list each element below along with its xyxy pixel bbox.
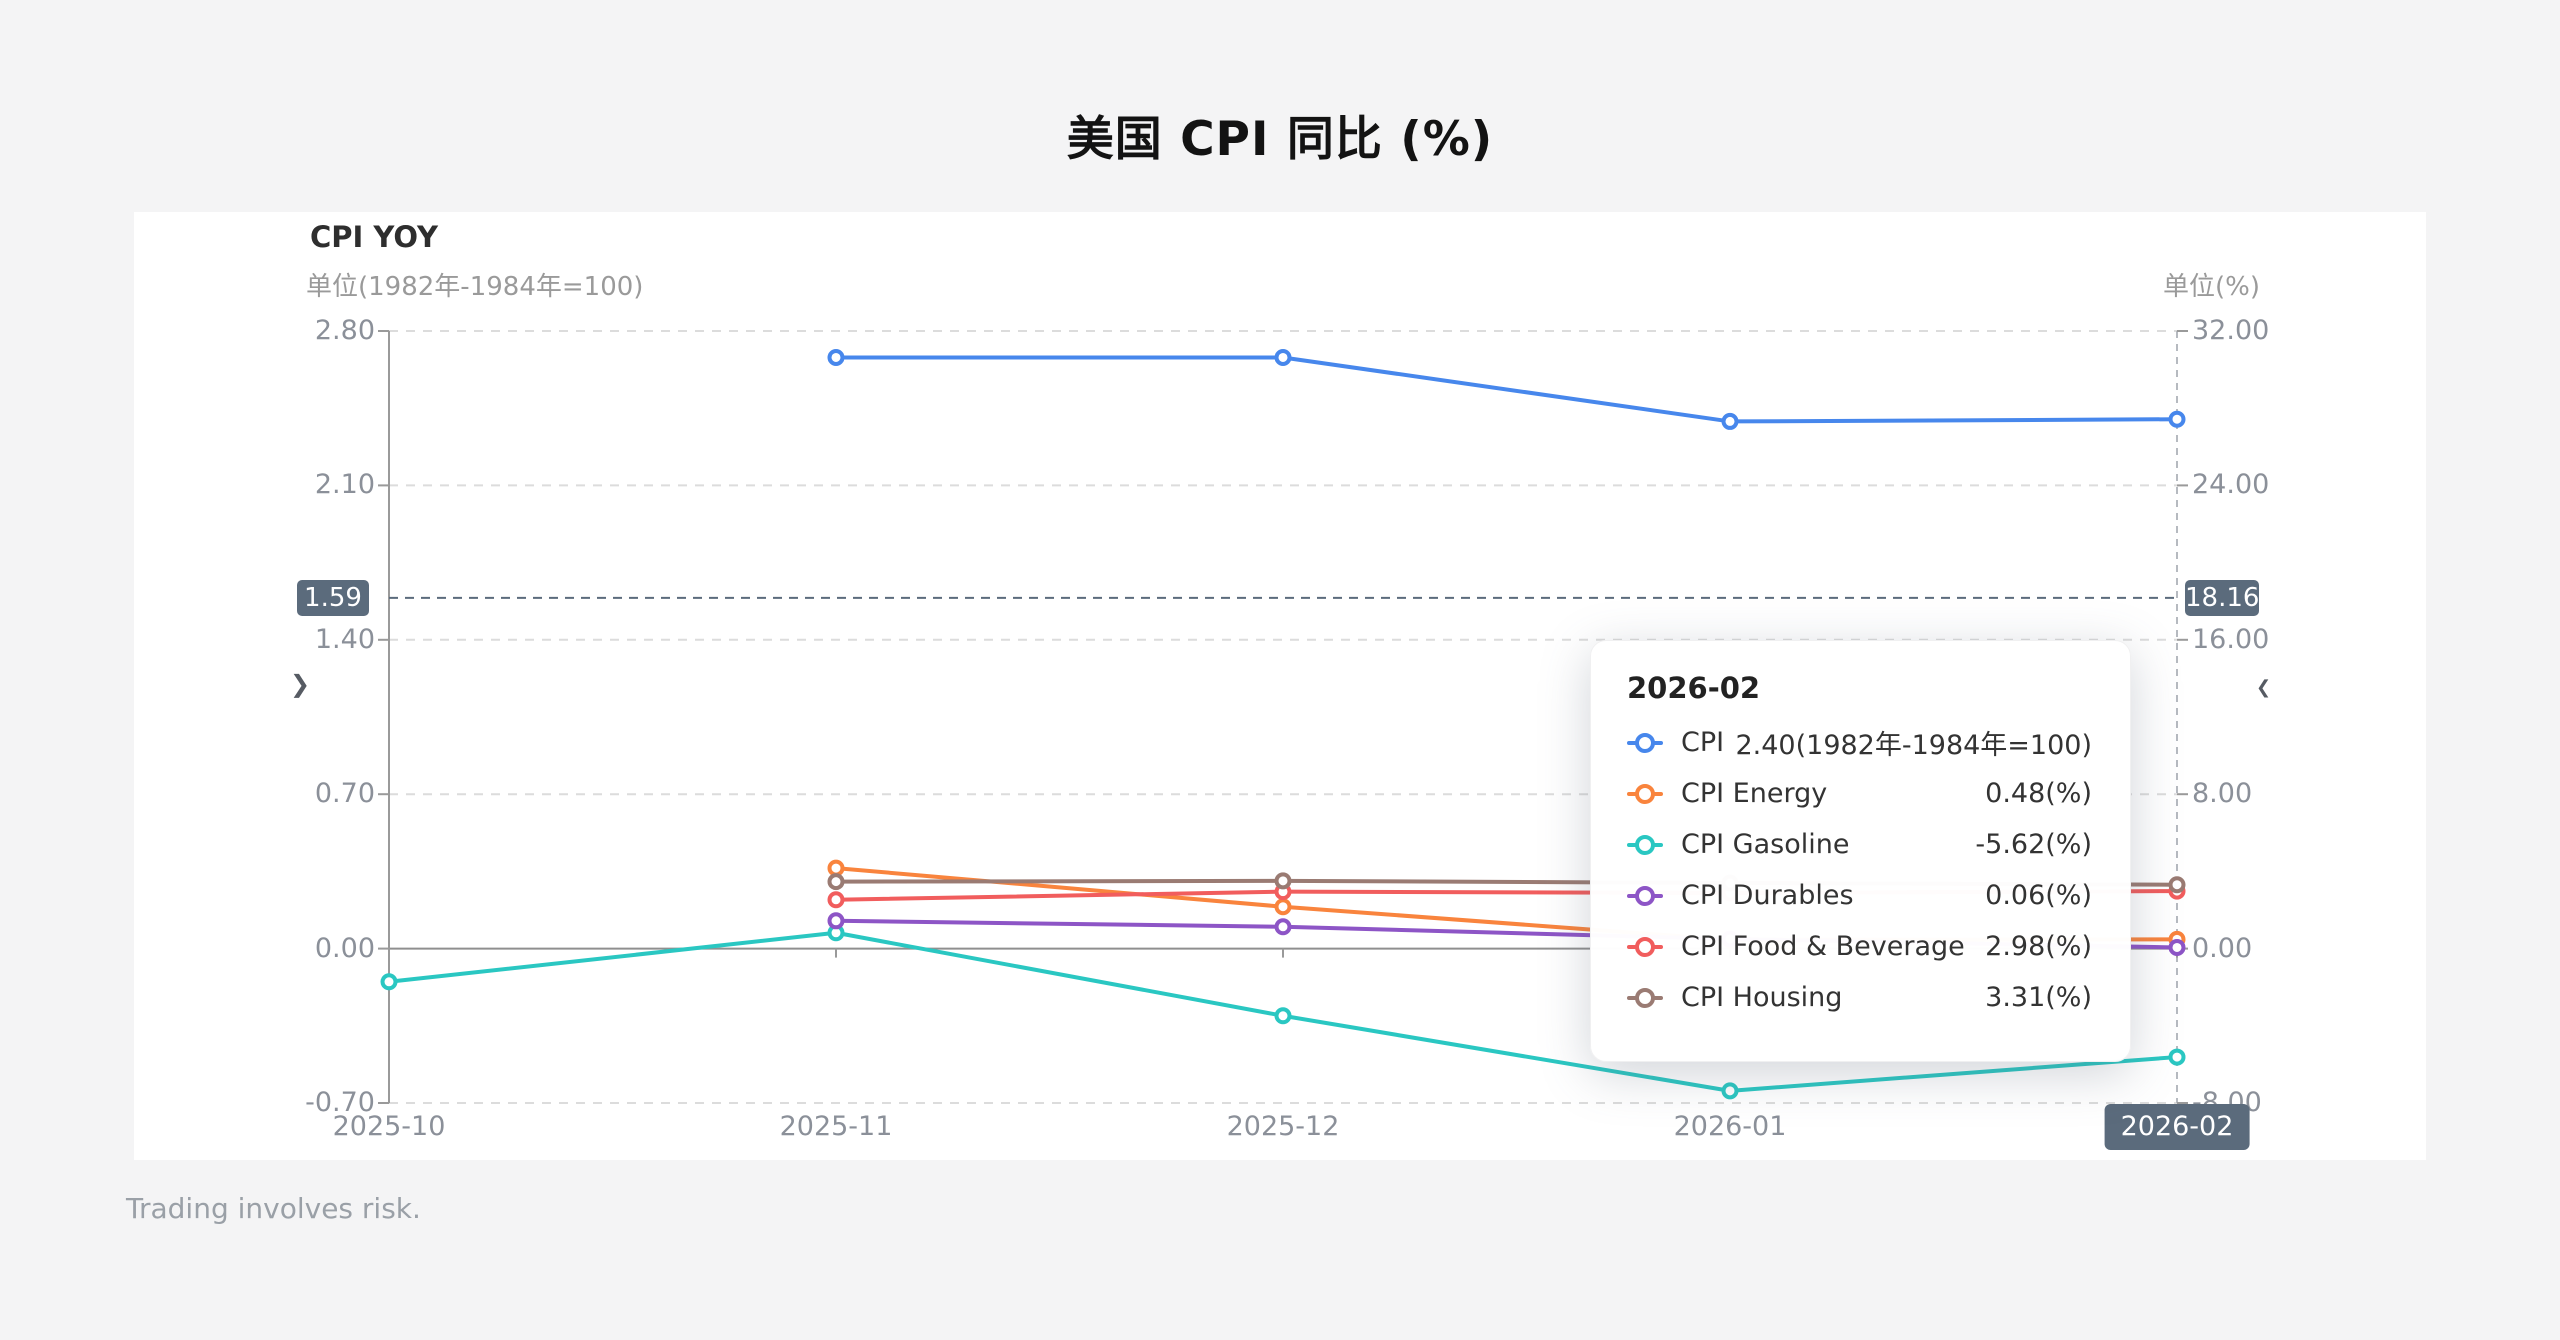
right-axis-tick-label: 0.00 bbox=[2192, 932, 2253, 964]
chevron-left-icon[interactable]: ❮ bbox=[2256, 677, 2272, 698]
left-axis-tick-label: -0.70 bbox=[305, 1087, 375, 1118]
series-ring-icon bbox=[1635, 732, 1655, 753]
data-point[interactable] bbox=[2168, 876, 2186, 894]
data-point[interactable] bbox=[827, 912, 845, 930]
right-axis-tick-label: 32.00 bbox=[2192, 315, 2270, 346]
tooltip-series-value: -5.62(%) bbox=[1975, 829, 2092, 860]
data-point[interactable] bbox=[827, 348, 845, 366]
tooltip-series-marker-icon bbox=[1627, 732, 1663, 753]
tooltip-series-label: CPI Food & Beverage bbox=[1681, 931, 1965, 962]
right-axis-tick-label: 8.00 bbox=[2192, 778, 2253, 810]
chevron-right-icon[interactable]: ❯ bbox=[290, 670, 311, 698]
tooltip-series-value: 0.48(%) bbox=[1985, 778, 2092, 809]
x-axis-label: 2025-10 bbox=[332, 1111, 446, 1142]
data-point[interactable] bbox=[827, 873, 845, 891]
highlighted-x-label-badge: 2026-02 bbox=[2104, 1104, 2250, 1150]
data-point[interactable] bbox=[1274, 918, 1292, 936]
tooltip-series-label: CPI Durables bbox=[1681, 880, 1854, 911]
data-point[interactable] bbox=[380, 973, 398, 991]
page-title: 美国 CPI 同比 (%) bbox=[1066, 112, 1494, 167]
data-point[interactable] bbox=[1274, 1007, 1292, 1025]
x-axis-label: 2025-12 bbox=[1226, 1111, 1340, 1142]
series-ring-icon bbox=[1635, 936, 1655, 957]
data-point[interactable] bbox=[2168, 410, 2186, 428]
tooltip-row: CPI Food & Beverage 2.98(%) bbox=[1627, 921, 2092, 972]
tooltip-series-marker-icon bbox=[1627, 834, 1663, 855]
left-axis-tick-label: 1.40 bbox=[314, 623, 375, 655]
pointer-right-value-badge: 18.16 bbox=[2185, 580, 2259, 616]
series-ring-icon bbox=[1635, 885, 1655, 906]
tooltip-series-label: CPI bbox=[1681, 727, 1725, 758]
left-axis-tick-label: 0.70 bbox=[314, 778, 375, 810]
data-point[interactable] bbox=[1274, 872, 1292, 890]
series-ring-icon bbox=[1635, 783, 1655, 804]
data-point[interactable] bbox=[827, 891, 845, 909]
left-axis-unit-label: 单位(1982年-1984年=100) bbox=[306, 272, 644, 302]
tooltip-date: 2026-02 bbox=[1627, 671, 1761, 705]
disclaimer-text: Trading involves risk. bbox=[126, 1192, 421, 1225]
x-axis-label: 2026-01 bbox=[1673, 1111, 1787, 1142]
tooltip-row: CPI Energy 0.48(%) bbox=[1627, 768, 2092, 819]
tooltip-series-marker-icon bbox=[1627, 936, 1663, 957]
chart-tooltip: 2026-02 CPI 2.40(1982年-1984年=100) CPI Ener… bbox=[1590, 640, 2131, 1062]
data-point[interactable] bbox=[2168, 938, 2186, 956]
left-axis-tick-label: 0.00 bbox=[314, 932, 375, 964]
tooltip-row: CPI 2.40(1982年-1984年=100) bbox=[1627, 717, 2092, 768]
tooltip-series-value: 0.06(%) bbox=[1985, 880, 2092, 911]
data-point[interactable] bbox=[1721, 1082, 1739, 1100]
tooltip-series-marker-icon bbox=[1627, 783, 1663, 804]
tooltip-series-marker-icon bbox=[1627, 885, 1663, 906]
tooltip-row: CPI Housing 3.31(%) bbox=[1627, 972, 2092, 1023]
data-point[interactable] bbox=[2168, 1048, 2186, 1066]
chart-heading: CPI YOY bbox=[310, 220, 439, 254]
tooltip-row: CPI Gasoline -5.62(%) bbox=[1627, 819, 2092, 870]
data-point[interactable] bbox=[827, 859, 845, 877]
x-axis-label: 2025-11 bbox=[779, 1111, 893, 1142]
data-point[interactable] bbox=[1721, 412, 1739, 430]
tooltip-series-value: 3.31(%) bbox=[1985, 982, 2092, 1013]
series-ring-icon bbox=[1635, 987, 1655, 1008]
right-axis-tick-label: 24.00 bbox=[2192, 469, 2270, 501]
tooltip-series-label: CPI Energy bbox=[1681, 778, 1828, 809]
tooltip-series-label: CPI Housing bbox=[1681, 982, 1843, 1013]
tooltip-rows: CPI 2.40(1982年-1984年=100) CPI Energy 0.48(%… bbox=[1627, 717, 2092, 1023]
tooltip-series-label: CPI Gasoline bbox=[1681, 829, 1850, 860]
pointer-left-value-badge: 1.59 bbox=[297, 580, 369, 616]
data-point[interactable] bbox=[1274, 348, 1292, 366]
tooltip-series-value: 2.40(1982年-1984年=100) bbox=[1735, 730, 2092, 761]
tooltip-series-marker-icon bbox=[1627, 987, 1663, 1008]
series-ring-icon bbox=[1635, 834, 1655, 855]
right-axis-unit-label: 单位(%) bbox=[2163, 272, 2260, 302]
series-line-cpi[interactable] bbox=[834, 355, 2179, 424]
left-axis-tick-label: 2.10 bbox=[314, 469, 375, 501]
tooltip-row: CPI Durables 0.06(%) bbox=[1627, 870, 2092, 921]
tooltip-series-value: 2.98(%) bbox=[1985, 931, 2092, 962]
data-point[interactable] bbox=[1274, 898, 1292, 916]
right-axis-tick-label: 16.00 bbox=[2192, 623, 2270, 655]
left-axis-tick-label: 2.80 bbox=[314, 315, 375, 346]
